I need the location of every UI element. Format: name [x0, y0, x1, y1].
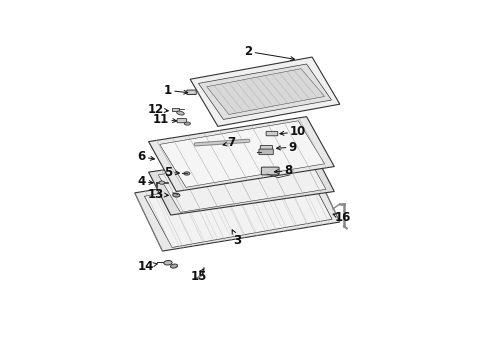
- Text: 8: 8: [274, 164, 293, 177]
- Text: 15: 15: [190, 269, 207, 283]
- FancyBboxPatch shape: [261, 167, 279, 175]
- Text: 5: 5: [164, 166, 179, 179]
- Text: 14: 14: [138, 260, 157, 273]
- Text: 13: 13: [147, 188, 168, 201]
- Text: 16: 16: [333, 211, 351, 224]
- FancyBboxPatch shape: [187, 90, 196, 94]
- Polygon shape: [135, 164, 340, 251]
- Text: 6: 6: [138, 150, 154, 163]
- Ellipse shape: [171, 264, 178, 268]
- Polygon shape: [190, 57, 340, 126]
- Text: 10: 10: [280, 125, 306, 138]
- FancyBboxPatch shape: [259, 149, 273, 155]
- Polygon shape: [198, 64, 332, 120]
- FancyBboxPatch shape: [266, 131, 278, 136]
- Ellipse shape: [164, 261, 172, 265]
- Ellipse shape: [184, 172, 190, 175]
- Polygon shape: [148, 117, 334, 192]
- Ellipse shape: [177, 111, 184, 115]
- FancyBboxPatch shape: [177, 118, 187, 123]
- Text: 1: 1: [164, 84, 188, 97]
- Bar: [172, 108, 179, 111]
- Text: 3: 3: [232, 230, 242, 247]
- Text: 4: 4: [138, 175, 153, 188]
- Polygon shape: [160, 121, 324, 187]
- Text: 12: 12: [147, 103, 168, 116]
- Text: 11: 11: [153, 113, 176, 126]
- Text: 9: 9: [276, 141, 297, 154]
- Polygon shape: [148, 149, 334, 215]
- Polygon shape: [207, 69, 324, 114]
- Ellipse shape: [172, 193, 180, 197]
- Polygon shape: [145, 168, 332, 247]
- FancyBboxPatch shape: [260, 145, 272, 150]
- Ellipse shape: [159, 181, 165, 184]
- Text: 2: 2: [245, 45, 294, 60]
- Ellipse shape: [184, 122, 191, 125]
- Polygon shape: [158, 152, 326, 212]
- Text: 7: 7: [223, 136, 236, 149]
